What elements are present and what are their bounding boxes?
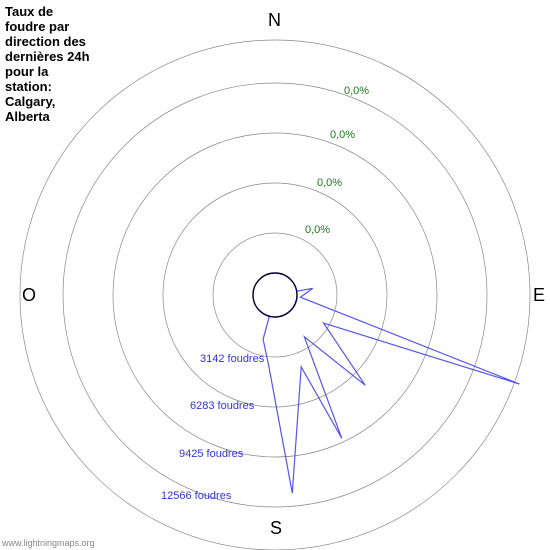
footer-attribution: www.lightningmaps.org (2, 538, 95, 548)
ring-label-green-1: 0,0% (305, 224, 330, 236)
cardinal-s: S (270, 518, 282, 539)
ring-label-blue-1: 3142 foudres (200, 353, 264, 365)
ring-label-green-4: 0,0% (344, 85, 369, 97)
cardinal-e: E (533, 285, 545, 306)
ring-label-blue-4: 12566 foudres (161, 490, 231, 502)
cardinal-n: N (268, 10, 281, 31)
ring-label-green-2: 0,0% (317, 177, 342, 189)
polar-chart-container: Taux de foudre par direction des dernièr… (0, 0, 550, 550)
ring-label-blue-3: 9425 foudres (179, 448, 243, 460)
ring-label-green-3: 0,0% (330, 129, 355, 141)
chart-title: Taux de foudre par direction des dernièr… (5, 5, 105, 125)
ring-label-blue-2: 6283 foudres (190, 400, 254, 412)
cardinal-w: O (22, 285, 36, 306)
